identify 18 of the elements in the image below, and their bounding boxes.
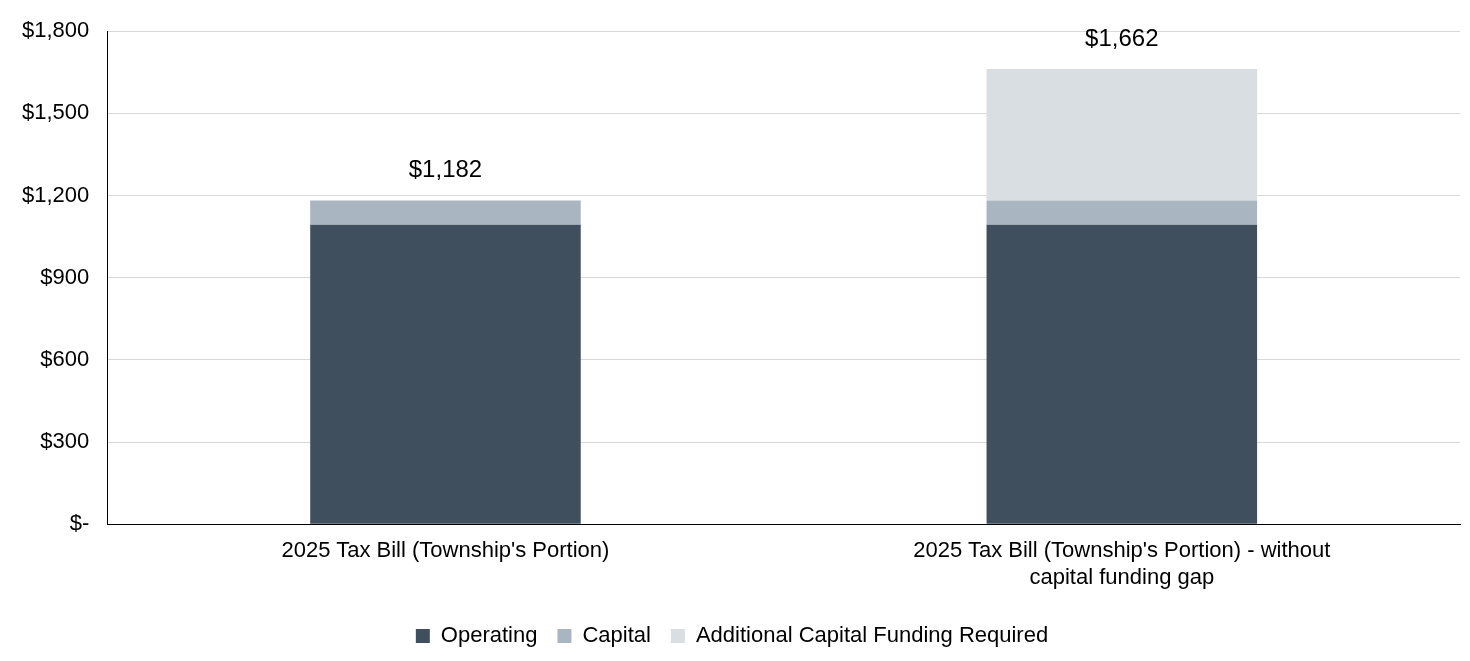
total-label: $1,662 [1085,23,1159,51]
y-tick-label: $900 [40,263,90,289]
y-tick-label: $1,200 [21,181,90,207]
y-tick-label: $1,800 [21,17,90,43]
bar [986,200,1258,225]
bar [310,224,581,524]
legend-label: Capital [582,622,651,648]
y-tick-label: $300 [40,428,90,454]
legend-label: Additional Capital Funding Required [695,622,1049,648]
total-label: $1,182 [408,155,483,183]
y-tick-label: $1,500 [21,99,90,125]
y-tick-label: $- [69,510,90,536]
x-tick-label: 2025 Tax Bill (Township's Portion) [281,537,610,563]
bar [310,200,581,225]
bar [986,224,1258,524]
y-tick-label: $600 [40,345,90,371]
x-tick-label: 2025 Tax Bill (Township's Portion) - without capital funding gap [913,537,1331,589]
legend-label: Operating [440,622,538,648]
